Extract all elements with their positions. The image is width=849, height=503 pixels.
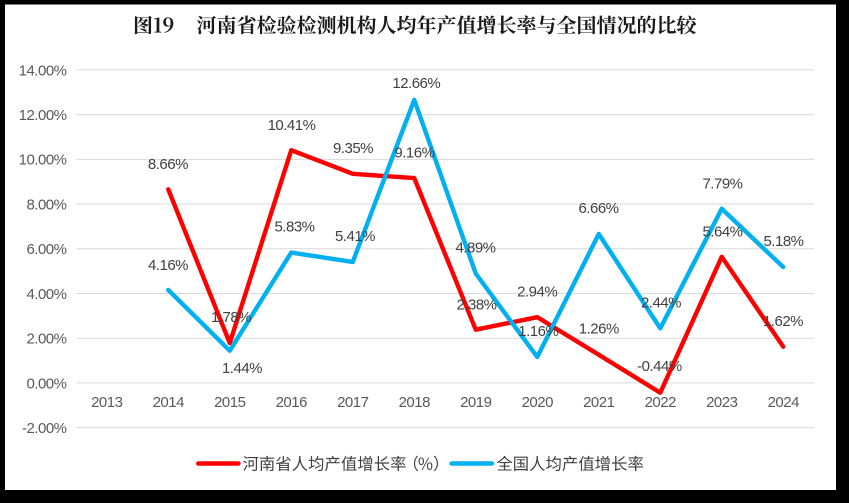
svg-text:2021: 2021 [583,394,615,411]
svg-text:9.35%: 9.35% [333,140,373,157]
svg-text:1.62%: 1.62% [763,313,803,330]
svg-text:2.38%: 2.38% [456,296,496,313]
svg-text:4.16%: 4.16% [148,257,188,274]
svg-text:8.66%: 8.66% [148,156,188,173]
svg-text:10.00%: 10.00% [19,152,67,169]
svg-text:4.00%: 4.00% [26,286,66,303]
svg-text:12.66%: 12.66% [392,75,440,92]
svg-text:2014: 2014 [153,394,185,411]
svg-text:12.00%: 12.00% [19,107,67,124]
svg-text:-0.44%: -0.44% [637,358,682,375]
svg-text:2023: 2023 [706,394,738,411]
svg-text:2024: 2024 [768,394,800,411]
svg-text:5.41%: 5.41% [335,228,375,245]
svg-text:1.26%: 1.26% [579,320,619,337]
svg-text:2.00%: 2.00% [26,331,66,348]
svg-text:0.00%: 0.00% [26,375,66,392]
svg-text:2.44%: 2.44% [641,295,681,312]
svg-text:4.89%: 4.89% [455,239,495,256]
svg-text:6.66%: 6.66% [578,200,618,217]
svg-text:2016: 2016 [276,394,308,411]
svg-text:1.44%: 1.44% [222,360,262,377]
svg-text:2022: 2022 [645,394,677,411]
svg-text:2015: 2015 [214,394,246,411]
svg-text:9.16%: 9.16% [394,144,434,161]
svg-text:2017: 2017 [337,394,369,411]
svg-text:14.00%: 14.00% [19,62,67,79]
svg-text:2018: 2018 [399,394,431,411]
svg-text:5.83%: 5.83% [274,219,314,236]
svg-text:5.64%: 5.64% [702,223,742,240]
svg-text:1.16%: 1.16% [518,323,558,340]
svg-text:2.94%: 2.94% [517,283,557,300]
svg-text:-2.00%: -2.00% [22,420,67,437]
svg-text:8.00%: 8.00% [26,196,66,213]
svg-text:5.18%: 5.18% [763,233,803,250]
svg-text:7.79%: 7.79% [702,175,742,192]
svg-text:2013: 2013 [91,394,123,411]
svg-text:2020: 2020 [522,394,554,411]
svg-text:2019: 2019 [460,394,492,411]
svg-text:1.78%: 1.78% [211,309,251,326]
svg-text:6.00%: 6.00% [26,241,66,258]
svg-text:10.41%: 10.41% [268,117,316,134]
